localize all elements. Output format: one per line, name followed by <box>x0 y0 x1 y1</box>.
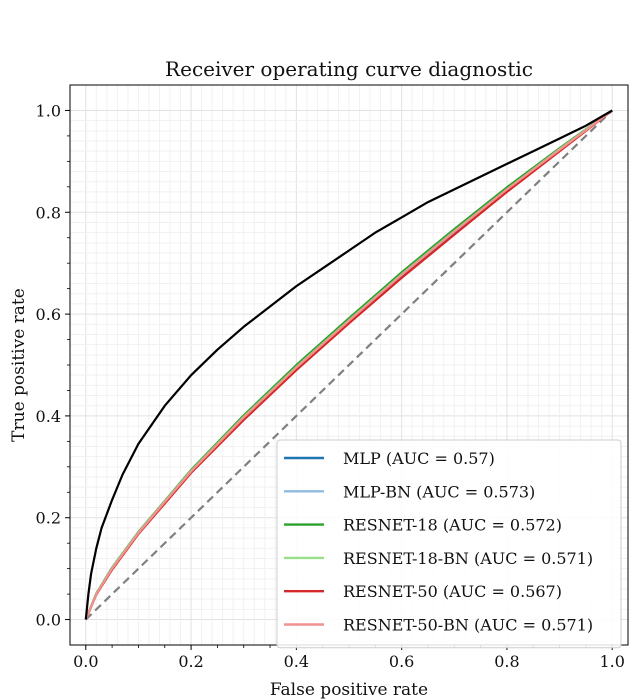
y-tick-label: 0.8 <box>36 203 61 222</box>
y-tick-label: 1.0 <box>36 101 61 120</box>
x-tick-label: 1.0 <box>599 652 624 671</box>
legend-entry-label: RESNET-50-BN (AUC = 0.571) <box>343 616 593 635</box>
chart-title: Receiver operating curve diagnostic <box>165 57 533 81</box>
legend: MLP (AUC = 0.57) MLP-BN (AUC = 0.573) RESN… <box>276 439 622 649</box>
series-line-5 <box>84 109 613 620</box>
legend-box <box>276 439 622 649</box>
series-line-6 <box>84 109 613 620</box>
x-tick-label: 0.4 <box>284 652 309 671</box>
legend-entry-label: RESNET-50 (AUC = 0.567) <box>343 582 562 601</box>
y-tick-label: 0.2 <box>36 509 61 528</box>
legend-entry-label: MLP (AUC = 0.57) <box>343 449 495 468</box>
x-tick-label: 0.8 <box>494 652 519 671</box>
y-axis-label: True positive rate <box>9 288 29 442</box>
y-tick-label: 0.4 <box>36 407 61 426</box>
chance-line <box>85 109 613 621</box>
x-axis-label: False positive rate <box>270 680 428 700</box>
legend-entry-label: RESNET-18 (AUC = 0.572) <box>343 516 562 535</box>
curves <box>84 109 613 621</box>
legend-entry-label: RESNET-18-BN (AUC = 0.571) <box>343 549 593 568</box>
axis-ticks: 0.0 0.2 0.4 0.6 0.8 1.0 0.0 0.2 0.4 0.6 0.8 1.0 <box>36 101 625 671</box>
x-tick-label: 0.0 <box>73 652 98 671</box>
x-tick-label: 0.2 <box>178 652 203 671</box>
legend-entry-label: MLP-BN (AUC = 0.573) <box>343 482 535 501</box>
y-tick-label: 0.6 <box>36 305 61 324</box>
y-tick-label: 0.0 <box>36 611 61 630</box>
x-tick-label: 0.6 <box>389 652 414 671</box>
